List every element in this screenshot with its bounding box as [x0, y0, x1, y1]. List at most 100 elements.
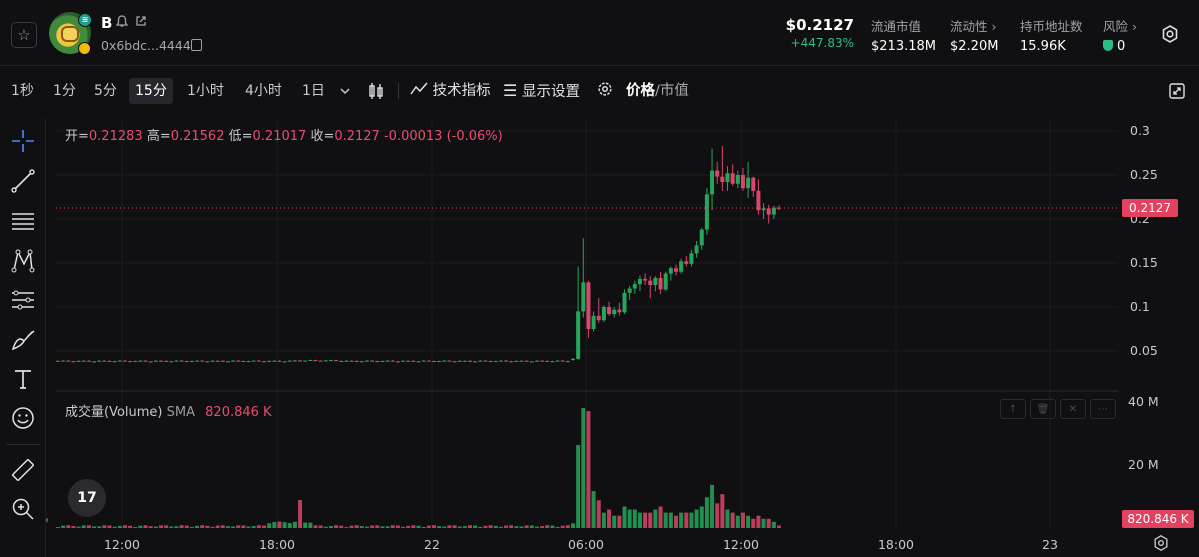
timeframe-15m[interactable]: 15分 [129, 78, 173, 104]
timeframe-5m[interactable]: 5分 [94, 83, 117, 99]
horizontal-lines-icon[interactable] [9, 207, 37, 235]
copy-icon[interactable] [191, 39, 202, 51]
volume-bar [184, 525, 189, 528]
candle-body [102, 360, 107, 362]
timeframe-1h[interactable]: 1小时 [187, 83, 224, 99]
chain-badge-icon: ≋ [78, 13, 92, 27]
external-link-icon[interactable] [135, 15, 147, 30]
timeframe-dropdown-chevron-icon[interactable] [338, 78, 352, 104]
favorite-star-icon[interactable]: ☆ [11, 22, 37, 48]
candle-body [663, 273, 668, 290]
stat-market-cap: 流通市值 $213.18M [871, 16, 936, 54]
volume-bar [359, 526, 364, 528]
volume-bar [231, 526, 236, 528]
volume-bar [519, 526, 524, 528]
zoom-in-icon[interactable] [9, 495, 37, 523]
candle-body [375, 361, 380, 363]
volume-bar [498, 526, 503, 528]
pane-close-icon[interactable]: ✕ [1060, 399, 1086, 419]
stat-liquidity[interactable]: 流动性 › $2.20M [950, 16, 998, 54]
pane-delete-icon[interactable]: 🗑 [1030, 399, 1056, 419]
settings-gear-icon[interactable] [1156, 20, 1184, 48]
candle-body [344, 360, 349, 362]
candle-body [689, 253, 694, 264]
candle-body [416, 361, 421, 363]
emoji-icon[interactable] [9, 404, 37, 432]
volume-bar [92, 526, 97, 528]
axis-settings-gear-icon[interactable] [1152, 534, 1170, 556]
indicators-button[interactable]: 技术指标 [410, 78, 491, 104]
crosshair-icon[interactable] [9, 127, 37, 155]
ruler-icon[interactable] [9, 456, 37, 484]
volume-bar [246, 526, 251, 528]
stat-label: 流通市值 [871, 19, 922, 34]
candle-body [586, 282, 591, 329]
volume-bar [179, 525, 184, 528]
chart-settings-gear-icon[interactable] [596, 78, 614, 104]
candle-body [426, 360, 431, 362]
candle-body [256, 360, 261, 362]
fib-retracement-icon[interactable] [9, 286, 37, 314]
volume-bar [756, 515, 761, 528]
timeframe-1d[interactable]: 1日 [302, 83, 325, 99]
candle-body [622, 292, 627, 313]
candle-body [694, 245, 699, 254]
display-label: 显示设置 [521, 84, 580, 100]
volume-bar [256, 525, 261, 528]
mcap-toggle-label[interactable]: /市值 [655, 83, 689, 99]
candle-body [370, 360, 375, 362]
volume-bar [267, 523, 272, 528]
text-tool-icon[interactable] [9, 365, 37, 393]
tradingview-logo[interactable]: 17 [68, 479, 106, 517]
timeframe-1m[interactable]: 1分 [53, 83, 76, 99]
stat-risk[interactable]: 风险 › 0 [1103, 16, 1137, 54]
stat-value: 15.96K [1020, 39, 1066, 54]
pattern-tool-icon[interactable] [9, 247, 37, 275]
volume-bar [117, 525, 122, 528]
candle-body [236, 360, 241, 362]
volume-bar [195, 525, 200, 528]
candle-body [447, 360, 452, 362]
price-tick-label: 0.25 [1130, 167, 1158, 182]
volume-bar [653, 509, 658, 528]
volume-bar [751, 518, 756, 528]
candle-body [117, 360, 122, 362]
price-mcap-toggle[interactable]: 价格/市值 [626, 78, 689, 104]
volume-bar [617, 515, 622, 528]
candle-body [514, 360, 519, 362]
candle-body [473, 361, 478, 363]
brush-icon[interactable] [9, 326, 37, 354]
stat-label: 持币地址数 [1020, 19, 1083, 34]
volume-bar [689, 512, 694, 528]
volume-bar [483, 525, 488, 528]
time-tick-label: 18:00 [878, 537, 914, 552]
pane-move-up-icon[interactable]: ↑ [1000, 399, 1026, 419]
candle-body [591, 315, 596, 329]
display-settings-button[interactable]: ☰ 显示设置 [503, 78, 580, 104]
timeframe-1s[interactable]: 1秒 [11, 83, 34, 99]
candle-type-icon[interactable] [367, 78, 385, 104]
sidebar-collapse-chevron-icon[interactable]: ‹ [45, 515, 49, 526]
candle-body [529, 361, 534, 363]
volume-bar [395, 525, 400, 528]
timeframe-4h[interactable]: 4小时 [245, 83, 282, 99]
volume-bar [334, 525, 339, 528]
price-change: +447.83% [790, 36, 854, 50]
indicator-fx-icon [410, 82, 428, 95]
volume-bar [663, 512, 668, 528]
candle-body [442, 360, 447, 362]
volume-bar [514, 526, 519, 528]
fullscreen-icon[interactable] [1168, 78, 1186, 104]
volume-bar [777, 525, 781, 528]
candle-body [571, 358, 575, 360]
price-toggle-label[interactable]: 价格 [626, 83, 655, 99]
volume-bar [612, 515, 617, 528]
volume-bar [725, 509, 730, 528]
bell-icon[interactable] [115, 15, 129, 31]
candle-body [200, 360, 205, 362]
volume-bar [298, 500, 303, 528]
pane-more-icon[interactable]: ⋯ [1090, 399, 1116, 419]
trend-line-icon[interactable] [9, 167, 37, 195]
volume-bar [375, 525, 380, 528]
